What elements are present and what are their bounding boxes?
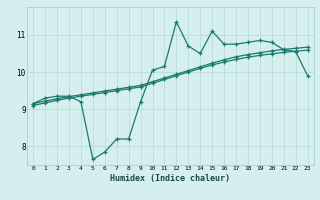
- X-axis label: Humidex (Indice chaleur): Humidex (Indice chaleur): [110, 174, 230, 183]
